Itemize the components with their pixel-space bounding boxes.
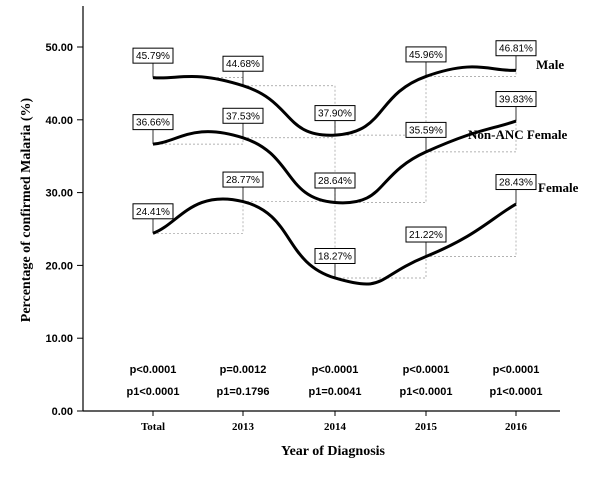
y-tick-label: 20.00 <box>45 260 73 272</box>
p1-value-label: p1<0.0001 <box>400 386 453 398</box>
data-label-box <box>132 114 174 131</box>
data-label: 24.41% <box>136 207 170 218</box>
data-label-box <box>222 55 264 72</box>
data-label-box <box>405 226 447 243</box>
guide-line <box>426 121 517 153</box>
x-tick-label: 2014 <box>324 421 347 433</box>
x-axis-title: Year of Diagnosis <box>281 444 386 459</box>
guide-line <box>243 137 336 203</box>
series-name-label: Female <box>538 180 579 195</box>
series-line-non-anc-female <box>152 119 517 205</box>
data-label: 28.77% <box>226 175 260 186</box>
data-label: 28.64% <box>318 176 352 187</box>
data-label: 36.66% <box>136 118 170 129</box>
y-ticks: 0.00 10.00 20.00 30.00 40.00 50.00 <box>45 42 83 418</box>
data-label-box <box>132 47 174 64</box>
data-label: 37.90% <box>318 109 352 120</box>
series-name-label: Non-ANC Female <box>468 127 568 142</box>
data-label: 28.43% <box>499 178 533 189</box>
y-tick-label: 50.00 <box>45 42 73 54</box>
x-tick-label: 2016 <box>505 421 528 433</box>
data-label: 21.22% <box>409 230 443 241</box>
series-line-male <box>152 65 517 137</box>
p-value-label: p<0.0001 <box>312 364 359 376</box>
series-name-label: Male <box>536 57 564 72</box>
data-label: 35.59% <box>409 125 443 136</box>
guide-line <box>153 137 244 145</box>
p-value-label: p<0.0001 <box>130 364 177 376</box>
data-label-box <box>495 40 537 57</box>
p1-value-label: p1=0.0041 <box>309 386 362 398</box>
data-label-box <box>405 46 447 63</box>
y-tick-label: 30.00 <box>45 188 73 200</box>
data-label-box <box>495 91 537 108</box>
data-label: 44.68% <box>226 59 260 70</box>
axes <box>82 6 560 412</box>
data-label: 46.81% <box>499 44 533 55</box>
p-value-label: p=0.0012 <box>220 364 267 376</box>
p-value-annotations: p<0.0001 p=0.0012 p<0.0001 p<0.0001 p<0.0001… <box>127 364 543 398</box>
x-tick-label: 2013 <box>232 421 255 433</box>
data-label: 37.53% <box>226 111 260 122</box>
guide-line <box>335 151 427 203</box>
data-label-box <box>314 105 356 122</box>
x-tick-label: 2015 <box>415 421 438 433</box>
data-label: 18.27% <box>318 251 352 262</box>
data-label-box <box>222 107 264 124</box>
guide-line <box>426 70 517 77</box>
data-label-box <box>405 121 447 138</box>
data-label-box <box>495 174 537 191</box>
data-label-box <box>132 203 174 220</box>
x-tick-label: Total <box>141 421 165 433</box>
p1-value-label: p1<0.0001 <box>490 386 543 398</box>
data-label-box <box>314 172 356 189</box>
data-label-box <box>314 247 356 264</box>
p-value-label: p<0.0001 <box>493 364 540 376</box>
p1-value-label: p1=0.1796 <box>217 386 270 398</box>
y-tick-label: 10.00 <box>45 333 73 345</box>
data-labels: Male 45.79% 44.68% 37.90% 45.96% 46.81% Non-AN… <box>132 40 579 278</box>
p1-value-label: p1<0.0001 <box>127 386 180 398</box>
guide-line <box>335 256 427 279</box>
y-axis-title: Percentage of confirmed Malaria (%) <box>19 97 34 322</box>
p-value-label: p<0.0001 <box>403 364 450 376</box>
data-label-box <box>222 171 264 188</box>
data-label: 45.96% <box>409 50 443 61</box>
y-tick-label: 0.00 <box>52 406 73 418</box>
y-tick-label: 40.00 <box>45 115 73 127</box>
guide-line <box>153 201 244 234</box>
data-label: 45.79% <box>136 51 170 62</box>
series-line-female <box>152 197 517 286</box>
x-ticks: Total 2013 2014 2015 2016 <box>141 411 528 433</box>
guide-line <box>426 204 517 257</box>
data-label: 39.83% <box>499 95 533 106</box>
